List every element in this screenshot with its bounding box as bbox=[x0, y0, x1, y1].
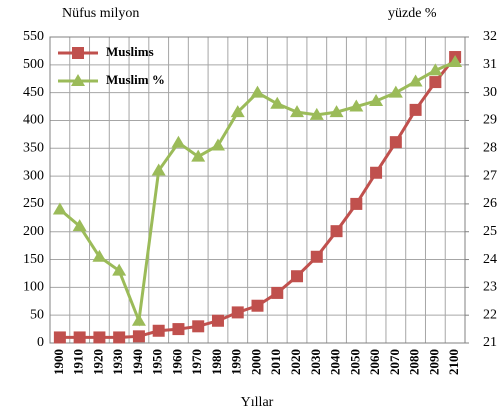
marker bbox=[389, 136, 402, 149]
marker bbox=[310, 250, 323, 263]
x-tick-label: 2010 bbox=[268, 349, 283, 375]
marker bbox=[93, 331, 106, 344]
marker bbox=[369, 93, 384, 106]
marker bbox=[231, 306, 244, 319]
legend-label: Muslims bbox=[106, 44, 154, 59]
marker bbox=[271, 286, 284, 299]
x-tick-label: 2000 bbox=[248, 349, 263, 375]
marker bbox=[270, 96, 285, 109]
x-tick-label: 1970 bbox=[189, 349, 204, 375]
x-tick-label: 1990 bbox=[229, 349, 244, 375]
x-tick-label: 1950 bbox=[150, 349, 165, 375]
y2-tick-label: 29 bbox=[483, 113, 497, 128]
x-tick-label: 2060 bbox=[367, 349, 382, 375]
marker bbox=[330, 225, 343, 238]
marker bbox=[73, 331, 86, 344]
x-tick-label: 2040 bbox=[328, 349, 343, 375]
y-axis-title: Nüfus milyon bbox=[62, 6, 139, 21]
y2-tick-label: 23 bbox=[483, 280, 497, 295]
y-tick-label: 250 bbox=[23, 196, 44, 211]
x-tick-label: 1910 bbox=[71, 349, 86, 375]
marker bbox=[152, 324, 165, 337]
marker bbox=[409, 103, 422, 116]
y-tick-label: 300 bbox=[23, 168, 44, 183]
series-line bbox=[59, 56, 457, 339]
legend: Muslims Muslim % bbox=[58, 44, 165, 87]
y2-tick-label: 28 bbox=[483, 140, 497, 155]
marker bbox=[250, 85, 265, 98]
marker bbox=[171, 135, 186, 148]
marker bbox=[132, 330, 145, 343]
y-tick-label: 200 bbox=[23, 224, 44, 239]
marker bbox=[291, 270, 304, 283]
y-tick-label: 350 bbox=[23, 140, 44, 155]
marker bbox=[52, 202, 67, 215]
marker bbox=[370, 166, 383, 179]
y-tick-label: 150 bbox=[23, 252, 44, 267]
x-tick-label: 2020 bbox=[288, 349, 303, 375]
x-tick-label: 2050 bbox=[347, 349, 362, 375]
x-tick-label: 1930 bbox=[110, 349, 125, 375]
marker bbox=[72, 47, 84, 59]
marker bbox=[349, 99, 364, 112]
x-tick-label: 2100 bbox=[446, 349, 461, 375]
marker bbox=[408, 74, 423, 87]
x-tick-label: 2030 bbox=[308, 349, 323, 375]
x-tick-label: 1940 bbox=[130, 349, 145, 375]
x-tick-label: 1980 bbox=[209, 349, 224, 375]
marker bbox=[350, 197, 363, 210]
y2-tick-label: 27 bbox=[483, 168, 497, 183]
y2-tick-label: 22 bbox=[483, 307, 497, 322]
x-tick-label: 1920 bbox=[90, 349, 105, 375]
x-tick-label: 2080 bbox=[407, 349, 422, 375]
marker bbox=[192, 320, 205, 333]
marker bbox=[53, 331, 66, 344]
y2-tick-label: 31 bbox=[483, 57, 497, 72]
marker bbox=[388, 85, 403, 98]
x-tick-label: 1900 bbox=[51, 349, 66, 375]
y2-axis-title: yüzde % bbox=[388, 6, 437, 21]
marker bbox=[230, 105, 245, 118]
marker bbox=[251, 299, 264, 312]
x-tick-label: 1960 bbox=[169, 349, 184, 375]
marker bbox=[92, 249, 107, 262]
marker bbox=[112, 263, 127, 276]
legend-label: Muslim % bbox=[106, 72, 165, 87]
plot-border bbox=[49, 36, 466, 344]
marker bbox=[428, 63, 443, 76]
marker bbox=[290, 105, 305, 118]
marker bbox=[448, 55, 463, 68]
marker bbox=[191, 149, 206, 162]
x-axis-title: Yıllar bbox=[241, 395, 274, 410]
y-tick-label: 550 bbox=[23, 29, 44, 44]
marker bbox=[210, 138, 225, 151]
y2-tick-label: 32 bbox=[483, 29, 497, 44]
marker bbox=[72, 219, 87, 232]
marker bbox=[151, 163, 166, 176]
marker bbox=[211, 314, 224, 327]
y2-tick-label: 25 bbox=[483, 224, 497, 239]
series-line bbox=[58, 60, 456, 327]
y2-tick-label: 21 bbox=[483, 335, 497, 350]
marker bbox=[329, 105, 344, 118]
marker bbox=[429, 76, 442, 89]
y2-tick-label: 26 bbox=[483, 196, 497, 211]
y2-tick-label: 30 bbox=[483, 85, 497, 100]
marker bbox=[113, 331, 126, 344]
y-tick-label: 400 bbox=[23, 113, 44, 128]
y-tick-label: 500 bbox=[23, 57, 44, 72]
marker bbox=[172, 323, 185, 336]
marker bbox=[131, 313, 146, 326]
y-tick-label: 450 bbox=[23, 85, 44, 100]
y-tick-label: 50 bbox=[30, 307, 44, 322]
y-tick-label: 100 bbox=[23, 280, 44, 295]
x-tick-label: 2070 bbox=[387, 349, 402, 375]
y-tick-label: 0 bbox=[37, 335, 44, 350]
marker bbox=[71, 74, 85, 86]
x-tick-label: 2090 bbox=[426, 349, 441, 375]
y2-tick-label: 24 bbox=[483, 252, 497, 267]
marker bbox=[309, 107, 324, 120]
